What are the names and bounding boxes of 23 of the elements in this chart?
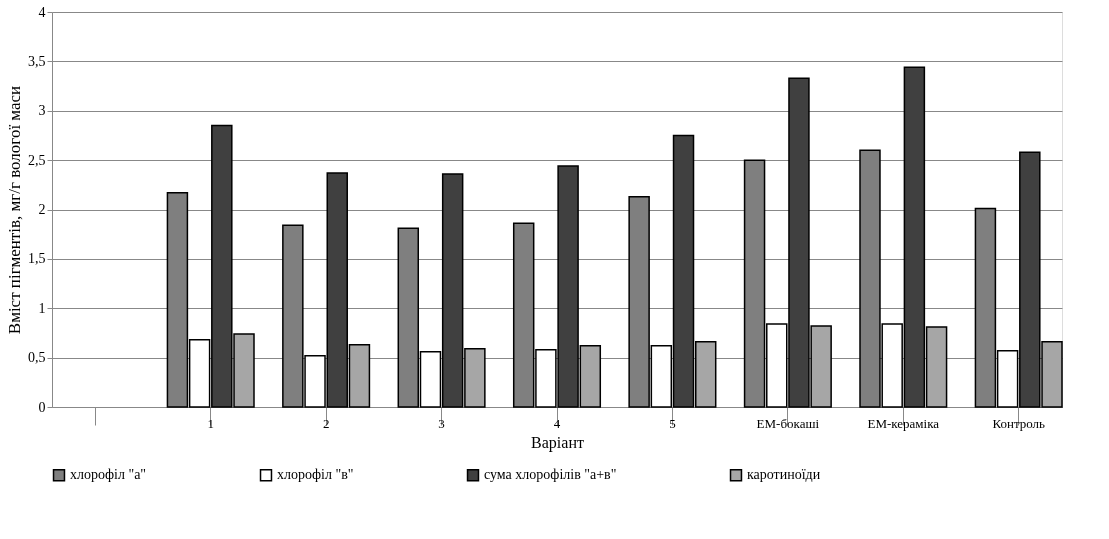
y-tick-label: 4 xyxy=(38,4,46,20)
y-tick-label: 2 xyxy=(38,202,46,217)
y-axis-title: Вміст пігментів, мг/г вологої маси xyxy=(5,85,24,335)
legend-label: каротиноїди xyxy=(747,467,821,483)
y-tick-label: 0,5 xyxy=(28,350,46,366)
x-tick-label: ЕМ-кераміка xyxy=(867,415,940,431)
x-tick-label: 2 xyxy=(322,415,330,431)
x-tick-label: 5 xyxy=(669,415,676,431)
y-tick-label: 1 xyxy=(38,300,46,316)
y-tick-label: 0 xyxy=(38,399,46,415)
y-tick-label: 3,5 xyxy=(28,53,46,69)
legend-label: хлорофіл "а" xyxy=(70,467,147,483)
y-tick-label: 3 xyxy=(38,103,46,119)
x-tick-label: 1 xyxy=(207,415,214,431)
x-tick-label: 4 xyxy=(553,415,561,431)
x-tick-label: ЕМ-бокаші xyxy=(756,415,820,431)
x-tick-label: Контроль xyxy=(992,415,1046,431)
y-tick-label: 1,5 xyxy=(28,251,46,267)
legend-label: сума хлорофілів "а+в" xyxy=(484,467,617,483)
y-tick-label: 2,5 xyxy=(28,152,46,168)
x-axis-title: Варіант xyxy=(531,433,584,452)
x-tick-label: 3 xyxy=(438,415,445,431)
legend-label: хлорофіл "в" xyxy=(277,467,354,483)
